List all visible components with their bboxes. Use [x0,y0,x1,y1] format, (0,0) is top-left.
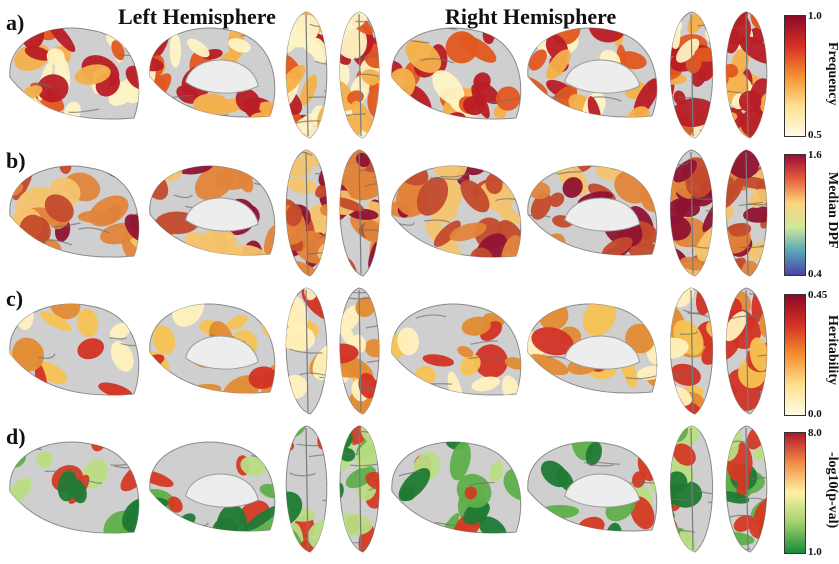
brain-view-c-4 [339,287,380,415]
brain-view-b-6 [527,165,658,256]
colorbar-heritability-title: Heritability [825,315,839,385]
brain-view-a-8 [725,11,768,139]
brain-view-d-8 [725,425,768,553]
colorbar-heritability [784,294,806,416]
colorbar-median-dpf-title: Median DPF [825,172,839,249]
colorbar-frequency-max: 1.0 [808,10,822,22]
brain-view-a-7 [670,11,714,139]
brain-view-a-2 [149,27,276,118]
brain-view-c-1 [9,303,140,396]
colorbar-log10-pval-min: 1.0 [808,546,822,558]
brain-view-d-4 [339,425,380,553]
colorbar-heritability-max: 0.45 [808,289,828,301]
panel-label-c: c) [6,286,24,311]
colorbar-log10-pval-title: -log10(p-val) [825,452,839,529]
colorbar-median-dpf-min: 0.4 [808,268,822,280]
colorbar-log10-pval [784,432,806,554]
colorbar-frequency-title: Frequency [825,42,839,106]
right-hemisphere-title: Right Hemisphere [445,4,617,29]
brain-view-d-1 [9,441,140,534]
colorbar-frequency-min: 0.5 [808,129,822,141]
colorbar-median-dpf [784,154,806,276]
brain-view-d-6 [527,441,658,532]
brain-view-c-5 [391,303,522,396]
brain-view-c-6 [527,303,658,394]
panel-label-a: a) [6,10,25,35]
brain-view-b-3 [285,149,328,277]
colorbar-frequency [784,15,806,137]
panel-label-b: b) [6,148,26,173]
brain-view-d-5 [391,441,522,534]
left-hemisphere-title: Left Hemisphere [118,4,276,29]
brain-view-b-2 [149,165,276,256]
brain-view-a-5 [391,27,522,120]
brain-view-b-8 [725,149,768,277]
brain-view-d-2 [149,441,276,532]
colorbar-median-dpf-max: 1.6 [808,149,822,161]
brain-view-c-8 [725,287,768,415]
brain-view-b-4 [339,149,380,277]
brain-view-c-3 [285,287,328,415]
brain-view-d-7 [670,425,714,553]
colorbar-heritability-min: 0.0 [808,408,822,420]
brain-view-a-6 [527,27,658,118]
brain-view-b-7 [670,149,714,277]
brain-view-c-7 [670,287,714,415]
brain-view-c-2 [149,303,276,394]
colorbar-log10-pval-max: 8.0 [808,427,822,439]
panel-label-d: d) [6,424,26,449]
brain-view-b-5 [391,165,522,258]
